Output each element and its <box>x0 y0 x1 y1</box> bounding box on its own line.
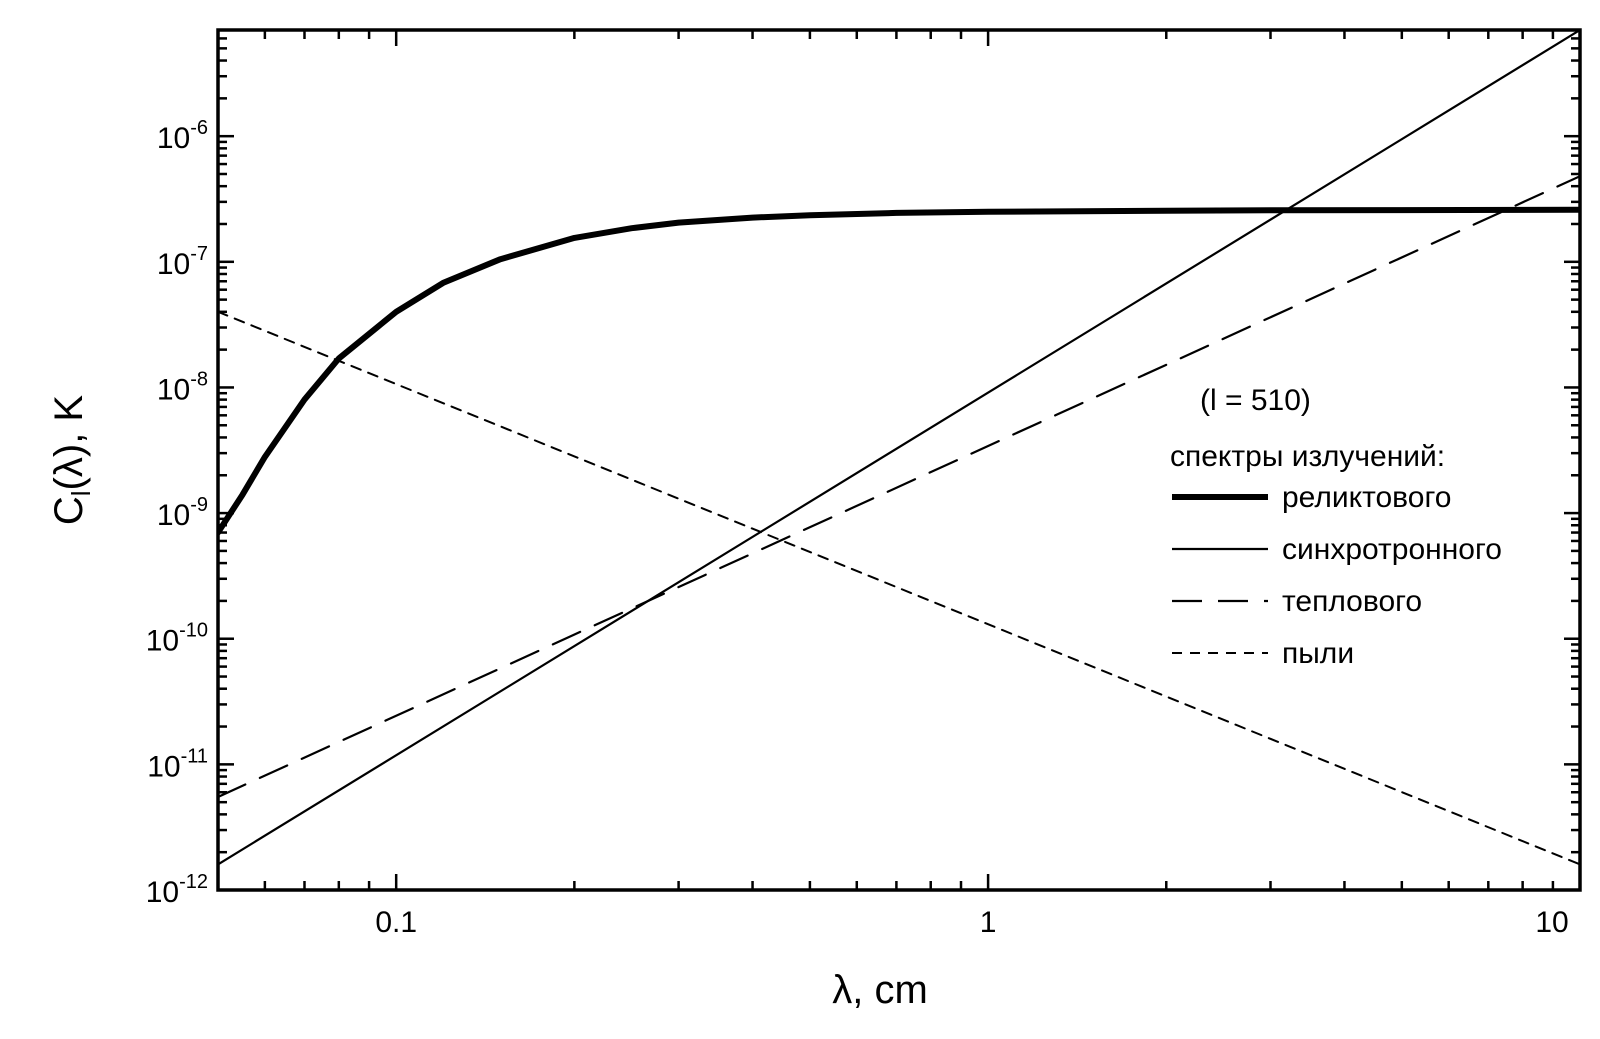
x-tick-label: 1 <box>980 906 997 939</box>
x-axis-title: λ, cm <box>832 968 928 1012</box>
legend: (l = 510) спектры излучений: реликтового… <box>1170 384 1502 670</box>
y-tick-label: 10-11 <box>147 745 208 783</box>
y-tick-label: 10-9 <box>157 494 208 532</box>
y-tick-label: 10-7 <box>157 243 208 281</box>
legend-label: пыли <box>1282 637 1354 670</box>
tick-marks <box>216 28 1580 892</box>
y-tick-label: 10-8 <box>157 368 208 406</box>
series-lines <box>218 30 1580 866</box>
series-line-2 <box>218 30 1580 866</box>
legend-label: реликтового <box>1282 481 1451 514</box>
y-tick-labels: 10-12 10-11 10-10 10-9 10-8 10-7 10-6 <box>146 117 208 909</box>
y-axis-title: Cl(λ), K <box>47 395 96 526</box>
series-line-3 <box>218 175 1580 799</box>
legend-heading: спектры излучений: <box>1170 440 1445 473</box>
svg-text:Cl(λ), K: Cl(λ), K <box>47 395 96 526</box>
series-line-4 <box>218 310 1580 866</box>
legend-label: синхротронного <box>1282 533 1502 566</box>
x-tick-label: 10 <box>1535 906 1568 939</box>
plot-frame <box>216 28 1582 892</box>
y-tick-label: 10-12 <box>146 871 208 909</box>
series-line-1 <box>218 206 1580 536</box>
legend-label: теплового <box>1282 585 1422 618</box>
x-tick-labels: 0.1 1 10 <box>375 906 1568 939</box>
y-tick-label: 10-6 <box>157 117 208 155</box>
y-tick-label: 10-10 <box>146 620 208 658</box>
legend-note: (l = 510) <box>1200 384 1311 417</box>
x-tick-label: 0.1 <box>375 906 417 939</box>
